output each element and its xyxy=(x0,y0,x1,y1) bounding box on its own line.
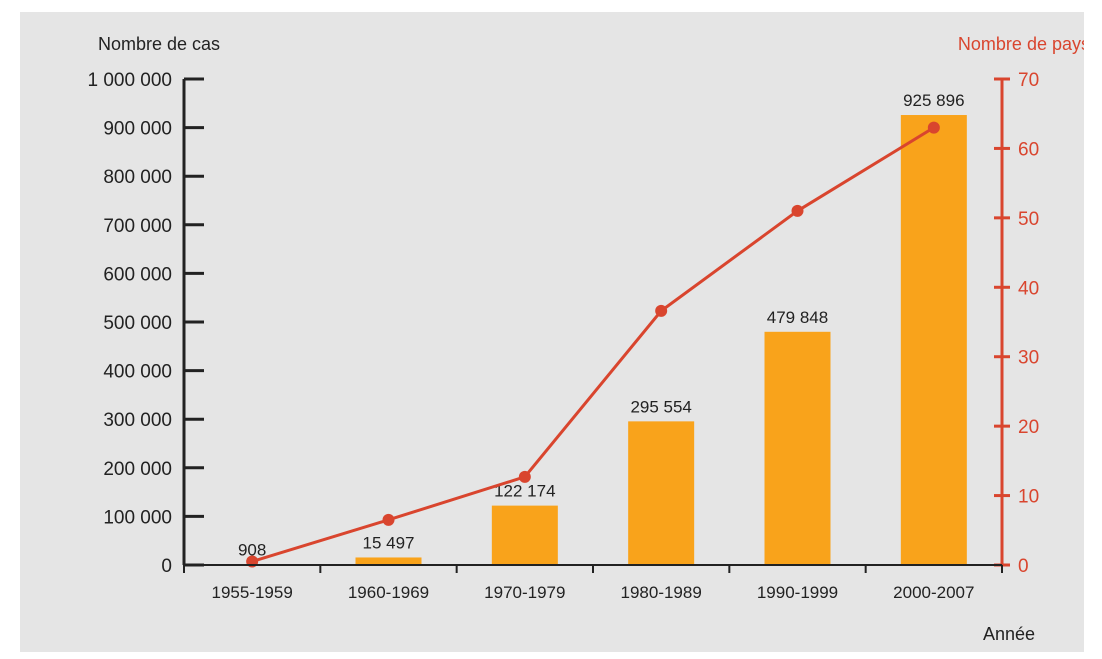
line-series xyxy=(246,121,940,568)
right-tick-label: 30 xyxy=(1018,348,1039,369)
bar xyxy=(900,115,967,566)
bar-value-label: 479 848 xyxy=(767,308,828,327)
left-tick-label: 1 000 000 xyxy=(87,70,172,91)
x-tick-label: 1990-1999 xyxy=(757,583,838,602)
right-tick-label: 70 xyxy=(1018,70,1039,91)
chart-svg: 0 100 000 200 000 300 000 400 000 500 000 600 … xyxy=(87,34,1084,644)
line-point xyxy=(382,513,395,526)
bar-value-label: 908 xyxy=(238,541,266,560)
x-tick-label: 2000-2007 xyxy=(893,583,974,602)
bar xyxy=(355,557,422,565)
left-tick-label: 800 000 xyxy=(103,167,172,188)
left-tick-label: 900 000 xyxy=(103,119,172,140)
right-axis: 0 10 20 30 40 50 60 70 xyxy=(994,70,1039,577)
right-tick-label: 10 xyxy=(1018,487,1039,508)
line-point xyxy=(655,304,668,317)
chart-area: 0 100 000 200 000 300 000 400 000 500 000 600 … xyxy=(20,12,1084,652)
right-tick-label: 60 xyxy=(1018,139,1039,160)
line-point xyxy=(791,204,804,217)
right-tick-label: 20 xyxy=(1018,417,1039,438)
left-axis-title: Nombre de cas xyxy=(98,34,220,54)
x-tick-label: 1960-1969 xyxy=(348,583,429,602)
right-tick-label: 0 xyxy=(1018,556,1029,577)
left-tick-label: 500 000 xyxy=(103,313,172,334)
left-tick-label: 700 000 xyxy=(103,216,172,237)
bar-value-label: 15 497 xyxy=(363,533,415,552)
bar-series: 908 15 497 122 174 295 554 479 848 925 896 xyxy=(219,91,967,566)
bar xyxy=(628,421,695,565)
x-tick-label: 1980-1989 xyxy=(621,583,702,602)
x-tick-label: 1970-1979 xyxy=(484,583,565,602)
bar-value-label: 925 896 xyxy=(903,91,964,110)
right-axis-title: Nombre de pays xyxy=(958,34,1084,54)
x-axis-title: Année xyxy=(983,624,1035,644)
line-point xyxy=(518,470,531,483)
bar-value-label: 295 554 xyxy=(630,397,691,416)
left-axis: 0 100 000 200 000 300 000 400 000 500 000 600 … xyxy=(87,70,204,577)
bar xyxy=(764,331,831,565)
left-tick-label: 100 000 xyxy=(103,507,172,528)
left-tick-label: 600 000 xyxy=(103,264,172,285)
right-tick-label: 40 xyxy=(1018,278,1039,299)
x-tick-label: 1955-1959 xyxy=(212,583,293,602)
left-tick-label: 300 000 xyxy=(103,410,172,431)
left-tick-label: 400 000 xyxy=(103,362,172,383)
line-point xyxy=(927,121,940,134)
bar-value-label: 122 174 xyxy=(494,482,555,501)
x-axis: 1955-1959 1960-1969 1970-1979 1980-1989 1990… xyxy=(183,564,1003,602)
right-tick-label: 50 xyxy=(1018,209,1039,230)
left-tick-label: 200 000 xyxy=(103,459,172,480)
line-path xyxy=(251,126,935,563)
bar xyxy=(491,505,558,565)
left-tick-label: 0 xyxy=(161,556,172,577)
